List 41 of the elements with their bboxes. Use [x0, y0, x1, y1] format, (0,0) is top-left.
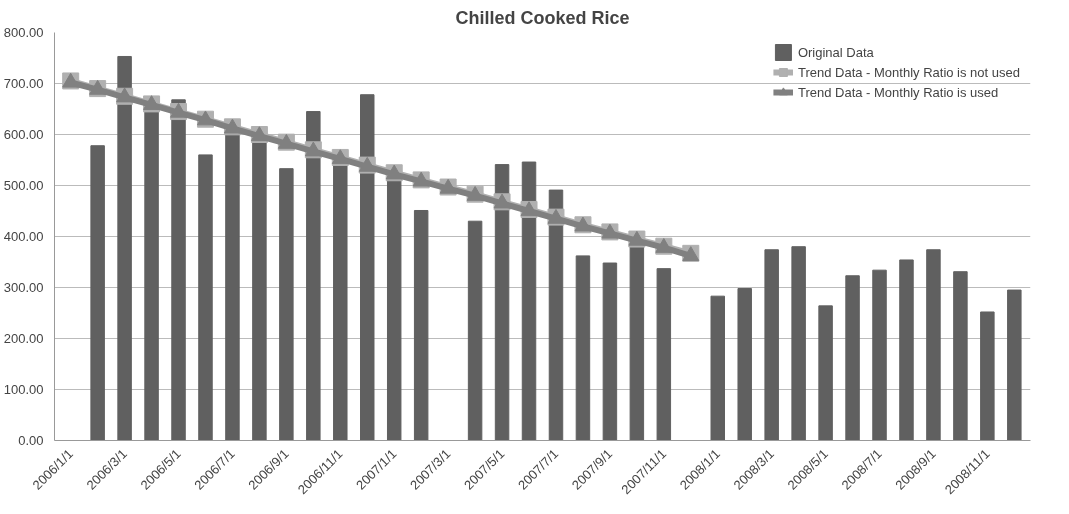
y-tick-label: 400.00: [3, 229, 44, 244]
legend-label: Trend Data - Monthly Ratio is used: [797, 84, 999, 100]
y-tick-label: 700.00: [3, 76, 44, 91]
bar: [1007, 289, 1022, 441]
bar: [548, 189, 564, 441]
y-tick-label: 200.00: [3, 331, 44, 346]
chart-title: Chilled Cooked Rice: [455, 7, 630, 28]
bar: [926, 249, 941, 441]
legend-label: Original Data: [797, 44, 874, 60]
bar: [306, 111, 321, 441]
bar: [575, 255, 591, 441]
bar: [629, 246, 645, 441]
bar: [845, 275, 860, 441]
bar: [602, 262, 618, 441]
bar: [494, 164, 510, 441]
bar: [117, 55, 132, 441]
bar: [872, 269, 887, 441]
bar: [521, 161, 537, 441]
y-tick-label: 100.00: [3, 382, 44, 397]
bar: [171, 99, 186, 441]
y-tick-label: 0.00: [18, 433, 44, 448]
bar: [413, 209, 429, 441]
bar: [953, 271, 968, 441]
bar: [764, 249, 779, 441]
bar: [791, 246, 806, 441]
bar: [656, 268, 672, 441]
y-tick-label: 500.00: [3, 178, 44, 193]
bar: [737, 288, 752, 441]
bar: [899, 259, 914, 441]
bar: [980, 311, 995, 441]
bar: [467, 220, 483, 441]
bar: [710, 295, 725, 441]
y-tick-label: 800.00: [3, 25, 44, 40]
bar: [279, 168, 294, 441]
legend-label: Trend Data - Monthly Ratio is not used: [797, 64, 1020, 80]
bar: [198, 154, 213, 441]
y-tick-label: 600.00: [3, 127, 44, 142]
bar: [360, 94, 375, 441]
y-tick-label: 300.00: [3, 280, 44, 295]
bar: [90, 145, 105, 441]
bar: [818, 305, 833, 441]
